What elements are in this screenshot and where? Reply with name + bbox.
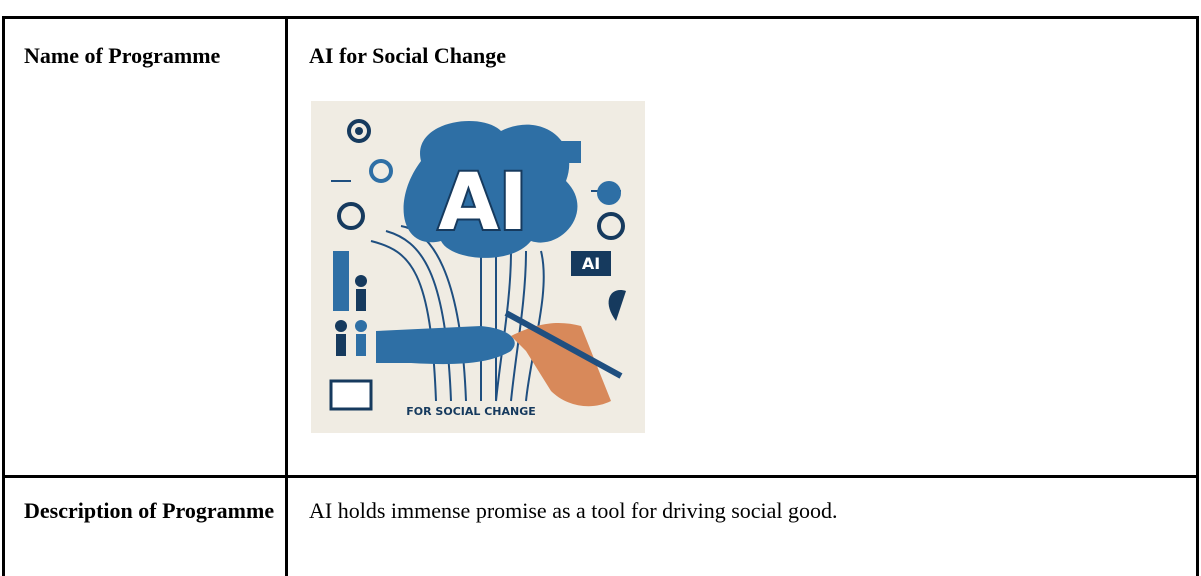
programme-description: AI holds immense promise as a tool for d…	[309, 498, 838, 523]
programme-image: AI AI FOR SOCIAL CHANGE	[311, 101, 645, 433]
image-caption: FOR SOCIAL CHANGE	[406, 405, 536, 418]
image-heading: AI	[438, 158, 527, 248]
column-divider	[285, 19, 288, 576]
image-badge: AI	[582, 254, 600, 273]
row-label: Description of Programme	[24, 498, 275, 523]
row-label: Name of Programme	[24, 43, 221, 68]
table: Name of Programme AI for Social Change A…	[2, 16, 1199, 576]
row-divider	[5, 475, 1196, 478]
programme-name: AI for Social Change	[309, 43, 506, 68]
